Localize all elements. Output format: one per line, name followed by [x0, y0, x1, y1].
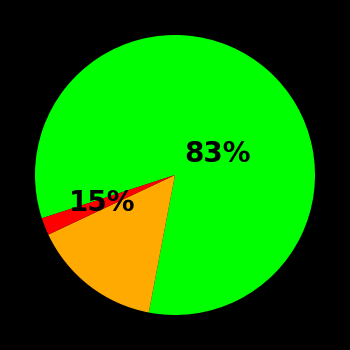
- Wedge shape: [35, 35, 315, 315]
- Wedge shape: [42, 175, 175, 234]
- Wedge shape: [48, 175, 175, 313]
- Text: 15%: 15%: [69, 189, 135, 217]
- Text: 83%: 83%: [184, 140, 250, 168]
